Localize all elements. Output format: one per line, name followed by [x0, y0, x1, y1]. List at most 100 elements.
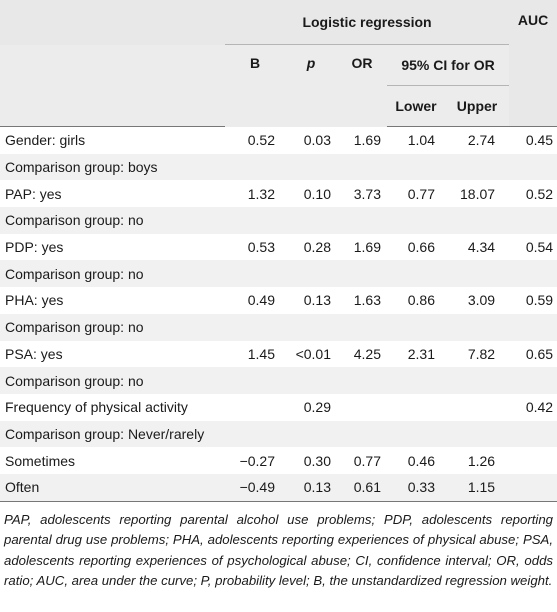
table-row: PHA: yes 0.49 0.13 1.63 0.86 3.09 0.59 — [0, 287, 557, 314]
cell-upper: 7.82 — [467, 345, 496, 362]
table-row: Comparison group: Never/rarely — [0, 420, 557, 448]
cell-upper — [445, 260, 510, 288]
cell-upper: 18.07 — [460, 185, 496, 202]
cell-b — [225, 260, 285, 288]
cell-p: <0.01 — [295, 345, 331, 362]
table-row: Comparison group: no — [0, 313, 557, 341]
table-row: Frequency of physical activity 0.29 0.42 — [0, 394, 557, 421]
table-row: Comparison group: no — [0, 367, 557, 394]
row-label: Comparison group: no — [0, 367, 225, 394]
cell-p: 0.13 — [285, 473, 337, 502]
cell-or — [337, 260, 387, 288]
cell-b: 0.52 — [247, 132, 275, 149]
cell-lower: 0.33 — [387, 473, 445, 502]
cell-upper: 2.74 — [467, 132, 496, 149]
cell-auc: 0.52 — [525, 185, 554, 202]
table-row: PDP: yes 0.53 0.28 1.69 0.66 4.34 0.54 — [0, 234, 557, 261]
cell-auc: 0.54 — [525, 239, 554, 256]
cell-upper: 4.34 — [467, 239, 496, 256]
cell-b — [225, 153, 285, 181]
cell-upper: 1.26 — [467, 452, 496, 469]
cell-p: 0.10 — [303, 185, 331, 202]
cell-lower — [387, 153, 445, 181]
cell-upper — [445, 313, 510, 341]
cell-p — [285, 313, 337, 341]
cell-or — [337, 153, 387, 181]
cell-p: 0.30 — [303, 452, 331, 469]
cell-b: 1.45 — [247, 345, 275, 362]
row-label: Comparison group: boys — [0, 153, 225, 181]
cell-or — [337, 207, 387, 234]
cell-b — [225, 367, 285, 394]
cell-auc: 0.42 — [525, 399, 554, 416]
cell-auc — [509, 367, 557, 394]
header-lower: Lower — [387, 85, 445, 127]
cell-b — [225, 207, 285, 234]
cell-lower — [387, 420, 445, 448]
cell-p — [285, 367, 337, 394]
logistic-regression-table: Logistic regression AUC B p OR 95% CI fo… — [0, 0, 557, 502]
cell-p — [285, 420, 337, 448]
cell-auc — [509, 153, 557, 181]
cell-auc: 0.65 — [525, 345, 554, 362]
cell-lower: 0.86 — [407, 292, 435, 309]
cell-p: 0.28 — [303, 239, 331, 256]
cell-lower: 1.04 — [407, 132, 435, 149]
row-label: Comparison group: no — [0, 207, 225, 234]
header-blank-cell — [0, 44, 225, 86]
cell-auc — [509, 420, 557, 448]
row-label: PSA: yes — [5, 345, 63, 362]
row-label: Comparison group: no — [0, 260, 225, 288]
table-row: Comparison group: boys — [0, 153, 557, 181]
table-row: Sometimes −0.27 0.30 0.77 0.46 1.26 — [0, 447, 557, 474]
cell-or: 4.25 — [353, 345, 381, 362]
table-body: Gender: girls 0.52 0.03 1.69 1.04 2.74 0.45 Com… — [0, 127, 557, 502]
cell-b — [225, 420, 285, 448]
cell-or — [337, 367, 387, 394]
table-row: Gender: girls 0.52 0.03 1.69 1.04 2.74 0.45 — [0, 127, 557, 154]
cell-auc — [509, 260, 557, 288]
cell-lower — [387, 207, 445, 234]
cell-or: 3.73 — [353, 185, 381, 202]
row-label: Gender: girls — [5, 132, 86, 149]
cell-lower — [387, 260, 445, 288]
results-table-container: Logistic regression AUC B p OR 95% CI fo… — [0, 0, 557, 588]
cell-or: 1.69 — [353, 239, 381, 256]
table-row: PSA: yes 1.45 <0.01 4.25 2.31 7.82 0.65 — [0, 341, 557, 368]
cell-p — [285, 207, 337, 234]
cell-upper: 3.09 — [467, 292, 496, 309]
cell-b — [225, 313, 285, 341]
cell-or: 1.69 — [353, 132, 381, 149]
table-header: Logistic regression AUC B p OR 95% CI fo… — [0, 0, 557, 127]
cell-auc — [509, 473, 557, 502]
cell-lower — [387, 394, 445, 421]
cell-upper — [445, 367, 510, 394]
row-label: Frequency of physical activity — [5, 399, 188, 416]
row-label: PAP: yes — [5, 185, 62, 202]
cell-or — [337, 394, 387, 421]
cell-auc: 0.45 — [525, 132, 554, 149]
cell-b: −0.27 — [239, 452, 275, 469]
cell-b: 0.49 — [247, 292, 275, 309]
header-upper: Upper — [445, 85, 510, 127]
cell-lower: 2.31 — [407, 345, 435, 362]
cell-p — [285, 153, 337, 181]
header-b: B — [225, 44, 285, 127]
cell-p: 0.29 — [303, 399, 331, 416]
cell-upper — [445, 420, 510, 448]
table-row: Comparison group: no — [0, 260, 557, 288]
cell-lower: 0.46 — [407, 452, 435, 469]
header-logistic-regression: Logistic regression — [225, 0, 510, 45]
table-row: Often −0.49 0.13 0.61 0.33 1.15 — [0, 473, 557, 502]
header-or: OR — [337, 44, 387, 127]
row-label: PHA: yes — [5, 292, 64, 309]
cell-b: 0.53 — [247, 239, 275, 256]
table-row: PAP: yes 1.32 0.10 3.73 0.77 18.07 0.52 — [0, 180, 557, 207]
cell-p: 0.13 — [303, 292, 331, 309]
header-p: p — [285, 44, 337, 127]
cell-auc: 0.59 — [525, 292, 554, 309]
table-row: Comparison group: no — [0, 207, 557, 234]
cell-b: 1.32 — [247, 185, 275, 202]
cell-b: −0.49 — [225, 473, 285, 502]
cell-lower: 0.66 — [407, 239, 435, 256]
